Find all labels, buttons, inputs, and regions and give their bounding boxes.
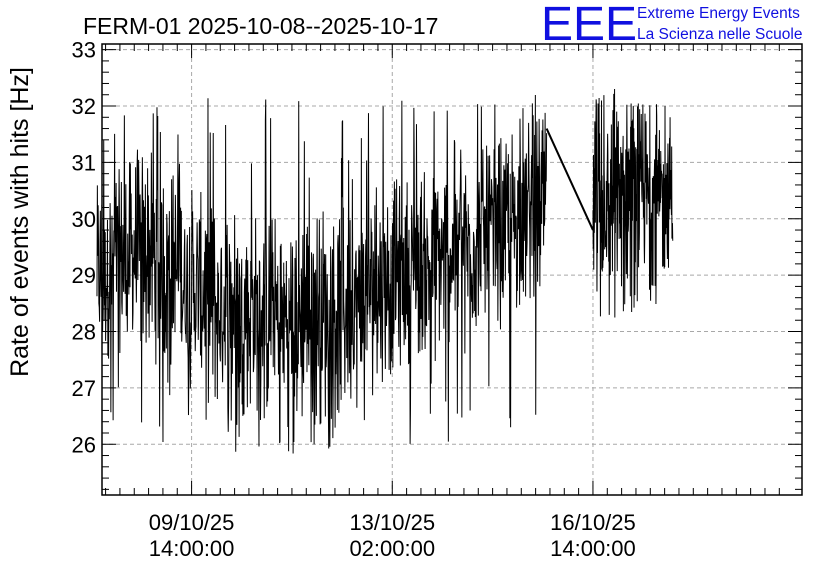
eee-logo-mark: EEE	[541, 0, 637, 51]
series-segment-0	[96, 94, 548, 454]
x-tick-time-0: 14:00:00	[149, 536, 235, 561]
chart-title: FERM-01 2025-10-08--2025-10-17	[83, 13, 438, 39]
gap-connector-line	[545, 128, 594, 231]
y-axis-label: Rate of events with hits [Hz]	[6, 67, 34, 377]
y-tick-label-33: 33	[72, 38, 96, 63]
x-tick-date-1: 13/10/25	[349, 510, 435, 535]
y-tick-label-26: 26	[72, 432, 96, 457]
logo-line-2: La Scienza nelle Scuole	[637, 26, 802, 43]
logo-line-1: Extreme Energy Events	[637, 5, 800, 22]
y-tick-label-31: 31	[72, 150, 96, 175]
data-series	[96, 89, 674, 454]
axes: 262728293031323309/10/2514:00:0013/10/25…	[72, 38, 802, 561]
x-tick-time-1: 02:00:00	[349, 536, 435, 561]
y-tick-label-32: 32	[72, 94, 96, 119]
y-tick-label-30: 30	[72, 207, 96, 232]
y-tick-label-29: 29	[72, 263, 96, 288]
x-tick-time-2: 14:00:00	[550, 536, 636, 561]
y-tick-label-27: 27	[72, 376, 96, 401]
x-tick-date-0: 09/10/25	[149, 510, 235, 535]
y-tick-label-28: 28	[72, 320, 96, 345]
x-tick-date-2: 16/10/25	[550, 510, 636, 535]
eee-logo: EEE Extreme Energy Events La Scienza nel…	[541, 0, 802, 51]
plot-frame	[101, 43, 803, 496]
series-segment-1	[592, 89, 674, 318]
